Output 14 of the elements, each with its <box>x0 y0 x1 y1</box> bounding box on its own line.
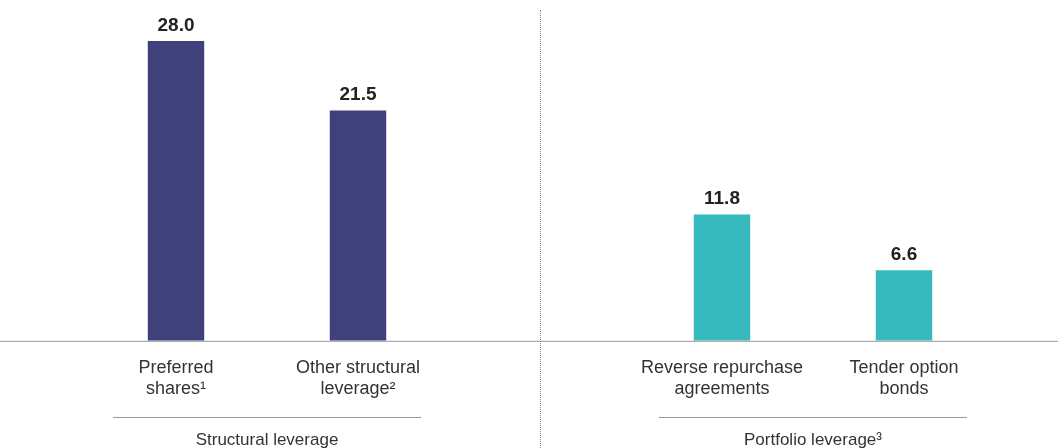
data-label: 6.6 <box>890 242 918 264</box>
text: Portfolio leverage³ <box>744 430 883 448</box>
x-tick-label: Preferred shares¹ <box>138 356 214 399</box>
text: Structural leverage <box>195 430 339 448</box>
bar <box>147 41 205 341</box>
data-label: 21.5 <box>339 83 377 105</box>
bar <box>693 214 751 341</box>
bar <box>875 270 933 341</box>
data-label: 28.0 <box>157 13 195 35</box>
x-tick-label: Other structural leverage² <box>295 356 421 399</box>
x-tick-label: Reverse repurchase agreements <box>640 356 804 399</box>
data-label: 11.8 <box>704 187 740 209</box>
bar <box>329 110 387 341</box>
x-tick-label: Tender option bonds <box>849 356 959 399</box>
